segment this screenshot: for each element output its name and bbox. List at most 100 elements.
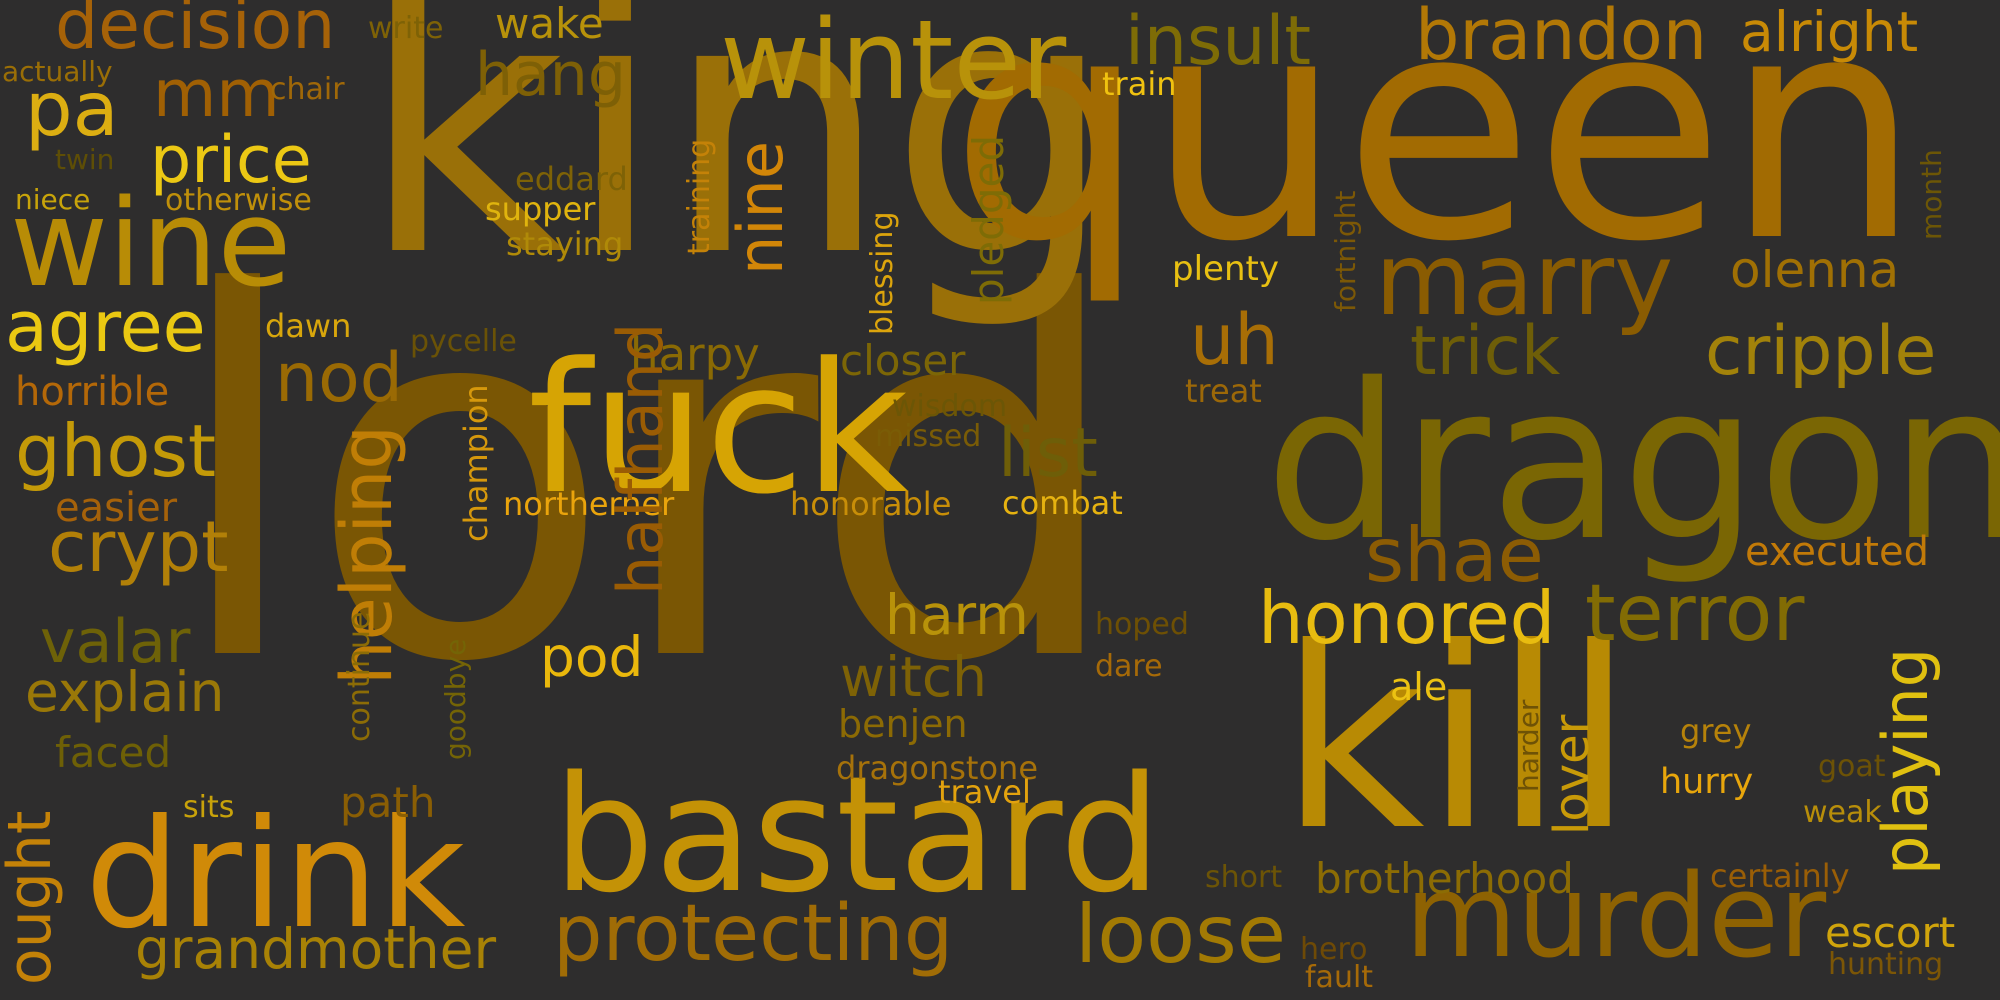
word-staying: staying [506, 225, 624, 263]
word-harder: harder [1512, 699, 1545, 792]
word-train: train [1102, 65, 1177, 103]
word-bastard: bastard [553, 741, 1162, 928]
word-travel: travel [938, 773, 1031, 811]
word-weak: weak [1803, 795, 1882, 830]
word-goat: goat [1818, 749, 1886, 784]
word-ought: ought [0, 810, 65, 985]
word-northerner: northerner [503, 485, 675, 523]
word-king: king [360, 0, 1115, 334]
word-faced: faced [55, 728, 172, 777]
word-winter: winter [720, 0, 1067, 124]
word-escort: escort [1825, 908, 1956, 957]
word-brotherhood: brotherhood [1315, 854, 1574, 903]
word-explain: explain [25, 660, 225, 724]
word-eddard: eddard [515, 160, 628, 198]
word-protecting: protecting [553, 889, 954, 979]
word-missed: missed [875, 419, 982, 454]
word-playing: playing [1869, 647, 1942, 875]
word-hang: hang [475, 40, 626, 110]
word-dragonstone: dragonstone [836, 749, 1039, 787]
word-horrible: horrible [15, 369, 170, 415]
word-crypt: crypt [48, 506, 229, 588]
word-supper: supper [485, 190, 596, 228]
word-wine: wine [10, 175, 292, 314]
word-trick: trick [1410, 312, 1561, 391]
word-easier: easier [55, 485, 178, 531]
word-hoped: hoped [1095, 607, 1189, 642]
word-training: training [682, 138, 717, 255]
word-drink: drink [85, 788, 466, 962]
word-terror: terror [1585, 569, 1805, 659]
word-wisdom: wisdom [892, 389, 1008, 424]
word-dawn: dawn [265, 307, 352, 345]
word-witch: witch [840, 645, 987, 709]
word-short: short [1205, 860, 1283, 895]
word-nod: nod [275, 339, 403, 418]
word-pledged: pledged [964, 135, 1013, 305]
word-insult: insult [1125, 2, 1312, 81]
word-executed: executed [1745, 529, 1929, 575]
word-hurry: hurry [1660, 762, 1754, 802]
word-ghost: ghost [15, 409, 217, 493]
word-actually: actually [2, 55, 113, 88]
word-fuck: fuck [528, 325, 909, 534]
word-harm: harm [885, 583, 1029, 647]
word-benjen: benjen [838, 702, 968, 746]
word-decision: decision [55, 0, 336, 65]
word-hero: hero [1300, 932, 1368, 967]
word-kill: kill [1280, 594, 1634, 885]
word-cripple: cripple [1705, 312, 1937, 391]
word-sits: sits [183, 790, 235, 825]
word-ale: ale [1390, 665, 1448, 709]
word-olenna: olenna [1730, 241, 1900, 299]
word-uh: uh [1190, 299, 1279, 381]
word-month: month [1915, 149, 1948, 240]
word-fortnight: fortnight [1329, 190, 1362, 312]
word-list: list [998, 414, 1098, 493]
word-twin: twin [55, 143, 115, 176]
word-marry: marry [1375, 221, 1674, 338]
word-pod: pod [540, 625, 644, 689]
word-loose: loose [1075, 888, 1287, 981]
word-dragon: dragon [1265, 337, 2000, 588]
word-path: path [340, 778, 436, 827]
word-nine: nine [724, 141, 797, 275]
word-lover: lover [1544, 714, 1600, 835]
word-valar: valar [40, 607, 191, 677]
word-dare: dare [1095, 649, 1163, 684]
word-price: price [150, 123, 312, 198]
word-pycelle: pycelle [410, 324, 517, 359]
word-combat: combat [1002, 484, 1123, 522]
word-goodbye: goodbye [439, 638, 472, 760]
word-shae: shae [1365, 511, 1544, 599]
word-champion: champion [457, 384, 495, 542]
word-honorable: honorable [790, 485, 952, 523]
word-hunting: hunting [1828, 947, 1944, 982]
word-murder: murder [1405, 850, 1827, 984]
word-grey: grey [1680, 712, 1752, 750]
word-treat: treat [1185, 372, 1262, 410]
word-alright: alright [1740, 0, 1919, 64]
word-chair: chair [270, 72, 345, 107]
word-agree: agree [5, 286, 206, 368]
word-queen: queen [950, 0, 1922, 310]
word-honored: honored [1258, 576, 1556, 660]
word-wake: wake [495, 0, 604, 48]
word-blessing: blessing [865, 211, 900, 336]
word-harpy: harpy [630, 328, 760, 381]
word-fault: fault [1305, 960, 1374, 995]
word-otherwise: otherwise [165, 183, 312, 218]
word-pa: pa [25, 65, 119, 153]
word-certainly: certainly [1710, 857, 1850, 895]
word-closer: closer [840, 336, 966, 385]
word-write: write [368, 11, 444, 46]
word-plenty: plenty [1172, 249, 1279, 289]
word-niece: niece [15, 183, 91, 216]
word-lord: lord [168, 189, 1127, 771]
word-continue: continue [342, 611, 377, 742]
word-brandon: brandon [1415, 0, 1708, 76]
word-mm: mm [153, 57, 280, 132]
word-grandmother: grandmother [135, 917, 497, 981]
word-halfhand: halfhand [604, 322, 677, 595]
